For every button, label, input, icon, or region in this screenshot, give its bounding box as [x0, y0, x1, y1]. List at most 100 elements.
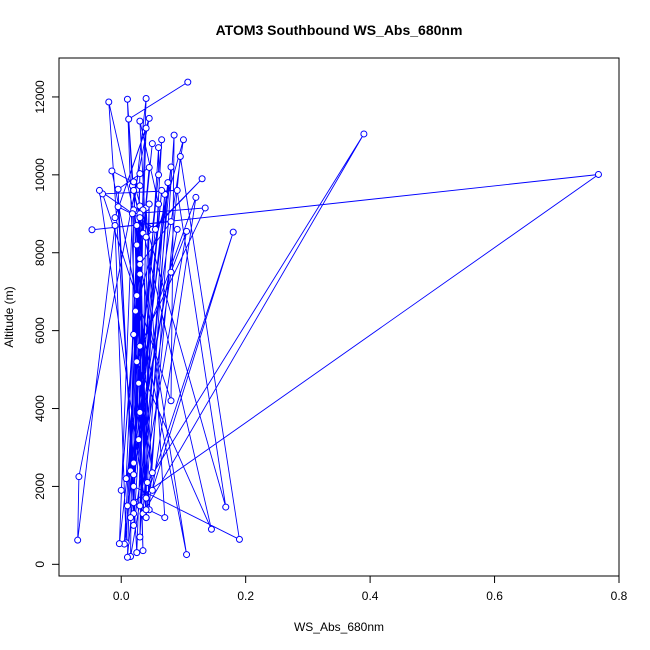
x-tick-label: 0.4 — [362, 589, 379, 603]
y-tick-label: 12000 — [33, 80, 47, 114]
data-point — [128, 210, 136, 218]
data-point — [130, 521, 138, 529]
data-point — [114, 203, 122, 211]
data-point — [133, 358, 141, 366]
data-point — [167, 163, 175, 171]
data-point — [114, 185, 122, 193]
data-point — [161, 514, 169, 522]
data-point — [235, 535, 243, 543]
data-point — [74, 536, 82, 544]
data-point — [142, 233, 150, 241]
data-point — [151, 225, 159, 233]
data-point — [167, 268, 175, 276]
data-point — [136, 117, 144, 125]
data-point — [142, 506, 150, 514]
data-point — [123, 553, 131, 561]
data-point — [184, 78, 192, 86]
y-tick-label: 6000 — [33, 317, 47, 344]
data-point — [148, 486, 156, 494]
data-point — [145, 114, 153, 122]
data-point — [143, 479, 151, 487]
data-point — [148, 469, 156, 477]
data-point — [117, 486, 125, 494]
data-point — [207, 525, 215, 533]
data-point — [105, 98, 113, 106]
data-point — [173, 186, 181, 194]
y-tick-label: 4000 — [33, 395, 47, 422]
data-point — [130, 499, 138, 507]
data-point — [135, 379, 143, 387]
data-point — [176, 153, 184, 161]
x-tick-label: 0.6 — [486, 589, 503, 603]
data-point — [115, 540, 123, 548]
data-point — [135, 436, 143, 444]
data-point — [122, 475, 130, 483]
x-tick-label: 0.2 — [237, 589, 254, 603]
data-point — [88, 226, 96, 234]
data-point — [142, 95, 150, 103]
data-point — [75, 473, 83, 481]
data-point — [155, 171, 163, 179]
data-point — [201, 204, 209, 212]
y-axis-label: Altitude (m) — [2, 286, 16, 347]
y-tick-label: 8000 — [33, 239, 47, 266]
x-tick-label: 0.8 — [611, 589, 628, 603]
data-point — [173, 225, 181, 233]
data-point — [136, 214, 144, 222]
data-point — [142, 124, 150, 132]
data-point — [133, 549, 141, 557]
data-point — [148, 140, 156, 148]
data-point — [130, 459, 138, 467]
data-point — [155, 144, 163, 152]
data-point — [145, 200, 153, 208]
y-tick-label: 10000 — [33, 158, 47, 192]
data-point — [198, 175, 206, 183]
data-point — [167, 218, 175, 226]
data-point — [183, 551, 191, 559]
data-point — [158, 136, 166, 144]
data-point — [164, 179, 172, 187]
data-point — [111, 214, 119, 222]
data-point — [192, 193, 200, 201]
data-point — [229, 228, 237, 236]
data-point — [123, 95, 131, 103]
data-point — [132, 307, 140, 315]
data-point — [136, 342, 144, 350]
y-tick-label: 2000 — [33, 473, 47, 500]
data-point — [594, 170, 602, 178]
data-point — [142, 494, 150, 502]
y-axis: 0 2000 4000 6000 8000 10000 12000 — [33, 80, 60, 568]
data-point — [136, 260, 144, 268]
data-point — [125, 115, 133, 123]
data-point — [136, 408, 144, 416]
data-point — [142, 514, 150, 522]
x-tick-label: 0.0 — [113, 589, 130, 603]
data-point — [127, 514, 135, 522]
data-point — [222, 503, 230, 511]
data-point — [123, 502, 131, 510]
data-point — [95, 186, 103, 194]
data-point — [130, 178, 138, 186]
data-point — [155, 200, 163, 208]
data-point — [130, 331, 138, 339]
data-point — [133, 292, 141, 300]
data-point — [158, 186, 166, 194]
x-axis: 0.0 0.2 0.4 0.6 0.8 — [113, 575, 628, 603]
data-point — [136, 502, 144, 510]
data-point — [167, 397, 175, 405]
chart-title: ATOM3 Southbound WS_Abs_680nm — [216, 22, 463, 38]
data-point — [139, 547, 147, 555]
data-point — [133, 241, 141, 249]
data-point — [136, 182, 144, 190]
data-point — [136, 255, 144, 263]
data-point — [183, 227, 191, 235]
data-point — [133, 221, 141, 229]
data-point — [130, 186, 138, 194]
data-point — [179, 136, 187, 144]
data-point — [108, 167, 116, 175]
x-axis-label: WS_Abs_680nm — [294, 620, 384, 634]
data-point — [130, 482, 138, 490]
data-point — [130, 471, 138, 479]
y-tick-label: 0 — [33, 561, 47, 568]
